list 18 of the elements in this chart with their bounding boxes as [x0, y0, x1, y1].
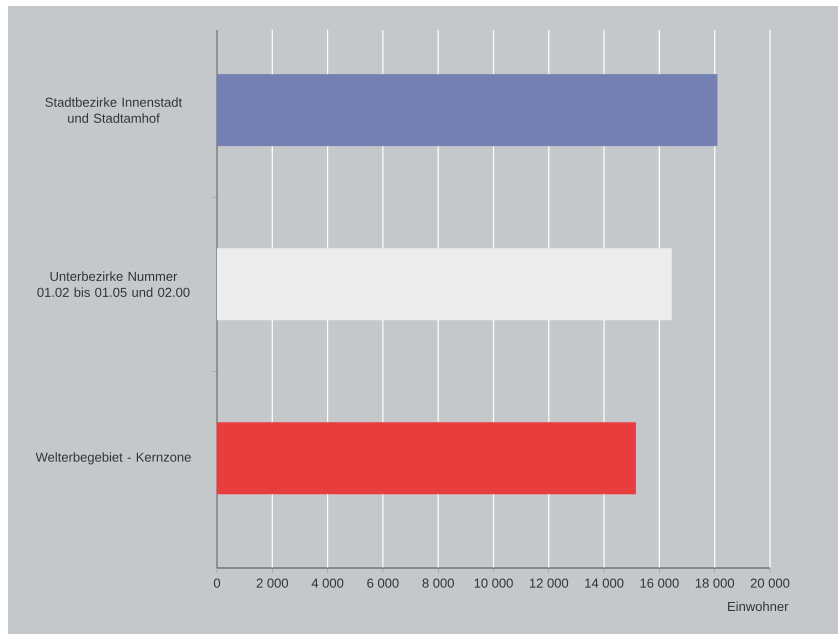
- bar: [217, 248, 672, 320]
- x-tick-label: 14 000: [585, 578, 624, 588]
- x-tick-label: 0: [214, 578, 220, 588]
- bar: [217, 74, 718, 146]
- y-tick-label: Stadtbezirke Innenstadt und Stadtamhof: [45, 97, 182, 123]
- x-tick-label: 10 000: [474, 578, 513, 588]
- x-tick-label: 18 000: [696, 578, 734, 588]
- x-tick-label: 2 000: [256, 578, 288, 588]
- x-tick-label: 16 000: [640, 578, 679, 588]
- y-tick-label: Unterbezirke Nummer 01.02 bis 01.05 und 02.00: [37, 271, 190, 297]
- x-tick-label: 6 000: [367, 578, 399, 588]
- x-tick-label: 20 000: [750, 578, 790, 588]
- y-tick-label: Welterbegebiet - Kernzone: [36, 452, 191, 464]
- x-tick-label: 8 000: [422, 578, 454, 588]
- x-tick-label: 12 000: [530, 578, 568, 588]
- x-axis-title: Einwohner: [728, 602, 788, 612]
- x-tick-label: 4 000: [312, 578, 344, 588]
- bar: [217, 422, 636, 494]
